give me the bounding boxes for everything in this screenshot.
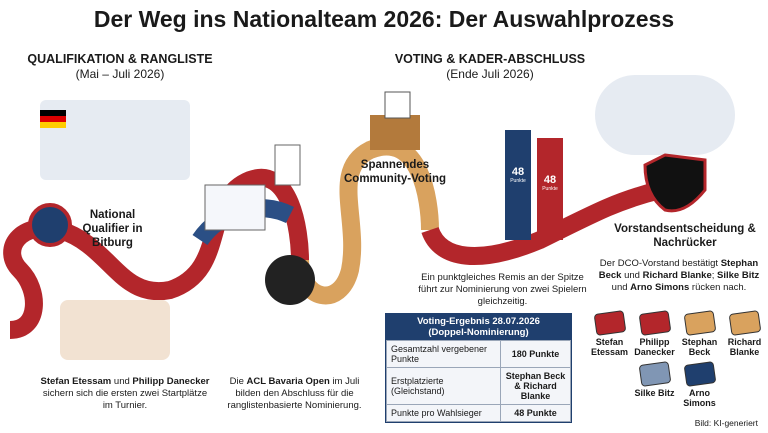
table-cell: Erstplatzierte (Gleichstand) bbox=[385, 367, 502, 405]
player: Arno Simons bbox=[679, 361, 721, 408]
caption-part: Die bbox=[229, 376, 247, 387]
player-name: Silke Bitz bbox=[634, 388, 675, 398]
bar-unit: Punkte bbox=[510, 178, 526, 184]
bar-label: 48 bbox=[511, 166, 525, 178]
caption-part: rücken nach. bbox=[689, 282, 747, 293]
station-label: National Qualifier in Bitburg bbox=[82, 209, 143, 249]
caption-part: Philipp Danecker bbox=[132, 376, 210, 387]
section-title: VOTING & KADER-ABSCHLUSS bbox=[394, 52, 586, 66]
table-subtitle: (Doppel-Nominierung) bbox=[428, 327, 529, 338]
caption-part: und bbox=[611, 282, 631, 293]
bar-label: 48 bbox=[543, 174, 557, 186]
table-cell: Punkte pro Wahlsieger bbox=[385, 404, 502, 422]
caption-part: Arno Simons bbox=[630, 282, 690, 293]
bar-unit: Punkte bbox=[542, 186, 558, 192]
caption-part: und bbox=[111, 376, 133, 387]
ballot-box bbox=[370, 115, 420, 150]
table: Gesamtzahl vergebener Punkte 180 Punkte Er… bbox=[385, 340, 571, 422]
player-name: Richard Blanke bbox=[727, 337, 762, 357]
shield bbox=[643, 153, 707, 213]
section-period: (Mai – Juli 2026) bbox=[75, 67, 165, 81]
player-name: Arno Simons bbox=[683, 388, 716, 408]
caption-part: im Juli bilden den Abschluss für die ran… bbox=[227, 376, 362, 411]
table-cell: 180 Punkte bbox=[500, 340, 571, 368]
table-row: Punkte pro Wahlsieger 48 Punkte bbox=[385, 404, 571, 422]
caption-part: Ein punktgleiches Remis an der Spitze fü… bbox=[418, 272, 587, 307]
table-cell: Stephan Beck & Richard Blanke bbox=[500, 367, 571, 405]
player: Richard Blanke bbox=[724, 310, 766, 357]
caption-part: und bbox=[621, 270, 643, 281]
players-illustration bbox=[60, 300, 170, 360]
credit: Bild: KI-generiert bbox=[694, 418, 758, 428]
caption-part: Der DCO-Vorstand bestätigt bbox=[599, 258, 721, 269]
beanbag bbox=[683, 361, 716, 387]
trophy-badge bbox=[265, 255, 315, 305]
title: Der Weg ins Nationalteam 2026: Der Auswa… bbox=[93, 6, 675, 32]
bar: 48 Punkte bbox=[505, 130, 531, 240]
beanbag bbox=[683, 310, 716, 336]
player-grid: Stefan Etessam Philipp Danecker Stephan Be… bbox=[588, 310, 766, 408]
arena bbox=[40, 100, 190, 180]
bar: 48 Punkte bbox=[537, 138, 563, 240]
shield-badge bbox=[28, 203, 72, 247]
player-name: Philipp Danecker bbox=[634, 337, 675, 357]
table-title: Voting-Ergebnis 28.07.2026 bbox=[417, 316, 540, 327]
caption-part: Silke Bitz bbox=[717, 270, 760, 281]
caption: Ein punktgleiches Remis an der Spitze fü… bbox=[415, 272, 590, 308]
caption-part: ; bbox=[711, 270, 718, 281]
caption-part: Richard Blanke bbox=[642, 270, 712, 281]
player: Silke Bitz bbox=[634, 361, 676, 408]
table-cell: Gesamtzahl vergebener Punkte bbox=[385, 340, 502, 368]
result-table: Voting-Ergebnis 28.07.2026 (Doppel-Nomini… bbox=[385, 313, 572, 423]
table-cell: 48 Punkte bbox=[500, 404, 571, 422]
caption: Stefan Etessam und Philipp Danecker sich… bbox=[40, 376, 210, 412]
caption-part: Stefan Etessam bbox=[40, 376, 112, 387]
player-name: Stephan Beck bbox=[681, 337, 718, 357]
station-label: Vorstandsentscheidung & Nachrücker bbox=[614, 223, 756, 249]
caption-part: sichern sich die ersten zwei Startplätze… bbox=[42, 388, 208, 411]
road-red-2 bbox=[421, 181, 663, 265]
station-label: Spannendes Community-Voting bbox=[344, 159, 446, 185]
road-tan bbox=[291, 137, 439, 305]
caption: Die ACL Bavaria Open im Juli bilden den … bbox=[222, 376, 367, 412]
beanbag bbox=[728, 310, 761, 336]
beanbag bbox=[593, 310, 626, 336]
player: Stephan Beck bbox=[679, 310, 721, 357]
section-period: (Ende Juli 2026) bbox=[446, 67, 534, 81]
caption-part: Stephan Beck bbox=[598, 258, 759, 281]
board-room bbox=[595, 75, 735, 155]
table-header: Voting-Ergebnis 28.07.2026 (Doppel-Nomini… bbox=[386, 314, 571, 340]
table-row: Erstplatzierte (Gleichstand) Stephan Beck… bbox=[385, 367, 571, 405]
player-name: Stefan Etessam bbox=[590, 337, 629, 357]
caption-part: ACL Bavaria Open bbox=[246, 376, 330, 387]
player: Philipp Danecker bbox=[634, 310, 676, 357]
table-row: Gesamtzahl vergebener Punkte 180 Punkte bbox=[385, 340, 571, 368]
ballot bbox=[384, 91, 411, 119]
player: Stefan Etessam bbox=[589, 310, 631, 357]
caption: Der DCO-Vorstand bestätigt Stephan Beck … bbox=[598, 258, 760, 294]
section-title: QUALIFIKATION & RANGLISTE bbox=[27, 52, 213, 66]
road-red bbox=[3, 168, 309, 339]
chart-board bbox=[204, 184, 266, 231]
beanbag bbox=[638, 310, 671, 336]
poster bbox=[274, 144, 301, 186]
beanbag bbox=[638, 361, 671, 387]
